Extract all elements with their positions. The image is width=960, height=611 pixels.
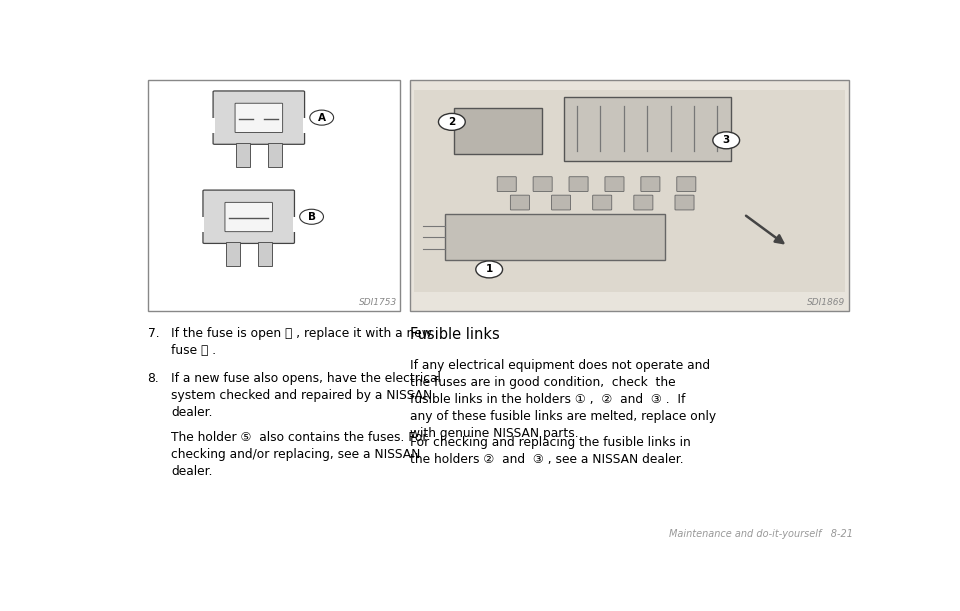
- Circle shape: [713, 132, 739, 149]
- FancyBboxPatch shape: [257, 243, 272, 266]
- FancyBboxPatch shape: [268, 144, 282, 167]
- FancyBboxPatch shape: [677, 177, 696, 191]
- FancyBboxPatch shape: [202, 217, 204, 232]
- Text: 2: 2: [448, 117, 455, 127]
- FancyBboxPatch shape: [605, 177, 624, 191]
- FancyBboxPatch shape: [293, 217, 296, 232]
- FancyBboxPatch shape: [445, 214, 664, 260]
- FancyBboxPatch shape: [213, 91, 304, 144]
- Text: 1: 1: [486, 265, 492, 274]
- Text: 8.: 8.: [148, 372, 159, 385]
- FancyBboxPatch shape: [212, 118, 215, 133]
- FancyBboxPatch shape: [410, 81, 849, 311]
- Circle shape: [300, 209, 324, 224]
- FancyBboxPatch shape: [454, 108, 541, 154]
- FancyBboxPatch shape: [226, 243, 240, 266]
- FancyBboxPatch shape: [235, 103, 282, 133]
- FancyBboxPatch shape: [592, 195, 612, 210]
- FancyBboxPatch shape: [203, 190, 295, 243]
- FancyBboxPatch shape: [552, 195, 570, 210]
- Text: If a new fuse also opens, have the electrical
system checked and repaired by a N: If a new fuse also opens, have the elect…: [171, 372, 442, 419]
- Text: SDI1753: SDI1753: [358, 298, 396, 307]
- FancyBboxPatch shape: [225, 202, 273, 232]
- FancyBboxPatch shape: [533, 177, 552, 191]
- FancyBboxPatch shape: [641, 177, 660, 191]
- Text: Fusible links: Fusible links: [410, 327, 500, 342]
- FancyBboxPatch shape: [569, 177, 588, 191]
- Text: If the fuse is open Ⓐ , replace it with a new
fuse Ⓑ .: If the fuse is open Ⓐ , replace it with …: [171, 327, 432, 357]
- Text: B: B: [307, 212, 316, 222]
- FancyBboxPatch shape: [497, 177, 516, 191]
- FancyBboxPatch shape: [303, 118, 305, 133]
- FancyBboxPatch shape: [634, 195, 653, 210]
- Circle shape: [310, 110, 334, 125]
- Text: Maintenance and do-it-yourself   8-21: Maintenance and do-it-yourself 8-21: [669, 529, 852, 539]
- Circle shape: [439, 114, 466, 130]
- Text: 3: 3: [723, 135, 730, 145]
- Text: The holder ⑤  also contains the fuses. For
checking and/or replacing, see a NISS: The holder ⑤ also contains the fuses. Fo…: [171, 431, 428, 478]
- FancyBboxPatch shape: [675, 195, 694, 210]
- Text: SDI1869: SDI1869: [807, 298, 846, 307]
- Text: 7.: 7.: [148, 327, 159, 340]
- FancyBboxPatch shape: [564, 97, 731, 161]
- FancyBboxPatch shape: [511, 195, 529, 210]
- Circle shape: [476, 261, 503, 278]
- FancyBboxPatch shape: [148, 81, 400, 311]
- FancyBboxPatch shape: [414, 90, 846, 292]
- Text: For checking and replacing the fusible links in
the holders ②  and  ③ , see a NI: For checking and replacing the fusible l…: [410, 436, 691, 466]
- Text: A: A: [318, 112, 325, 123]
- Text: If any electrical equipment does not operate and
the fuses are in good condition: If any electrical equipment does not ope…: [410, 359, 716, 441]
- FancyBboxPatch shape: [236, 144, 250, 167]
